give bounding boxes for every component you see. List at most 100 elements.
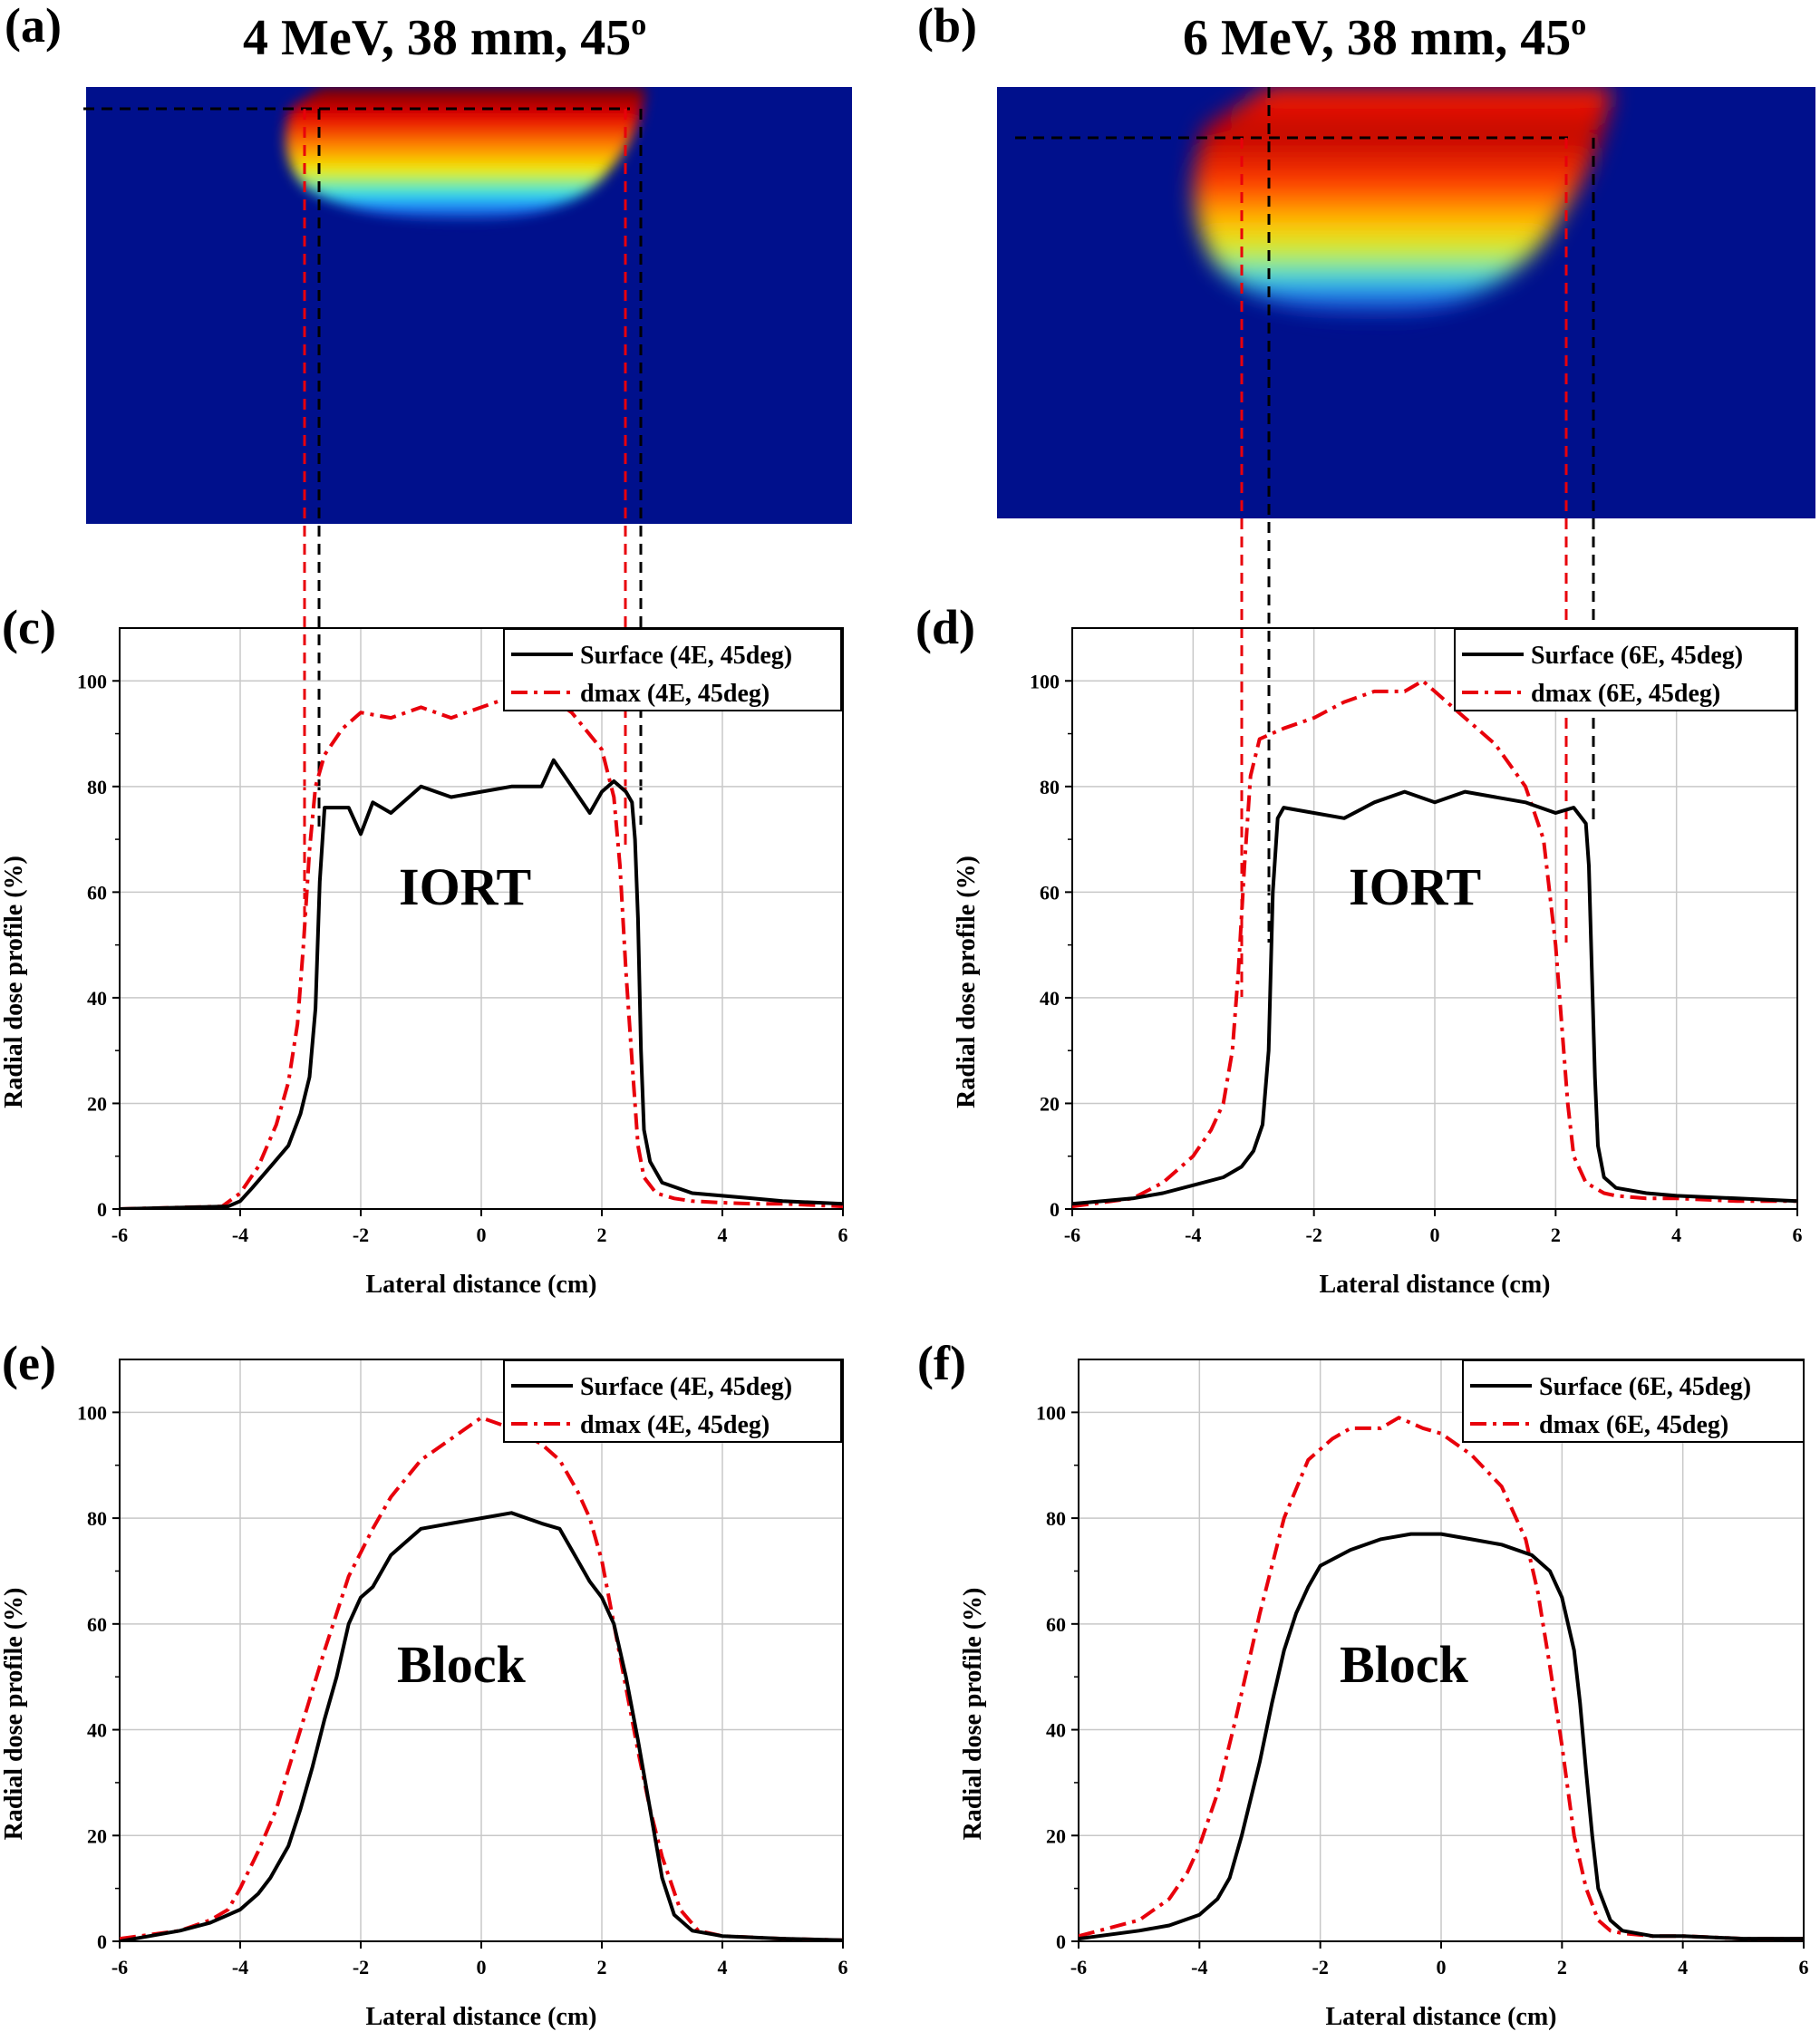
y-tick-label: 60 (87, 881, 107, 904)
x-tick-label: 2 (1551, 1224, 1561, 1246)
series-group (1072, 679, 1797, 1209)
plot-annotation: Block (397, 1635, 527, 1694)
y-tick-label: 80 (87, 1507, 107, 1530)
y-tick-label: 20 (1040, 1092, 1060, 1115)
y-tick-label: 100 (77, 670, 107, 692)
plot-annotation: IORT (1349, 857, 1481, 916)
y-tick-label: 100 (1036, 1401, 1066, 1424)
y-tick-label: 100 (77, 1401, 107, 1424)
plot-annotation: IORT (399, 857, 531, 916)
legend-box (503, 628, 842, 711)
y-tick-label: 60 (1040, 881, 1060, 904)
panel-label-b: (b) (917, 0, 977, 53)
x-tick-label: 2 (1557, 1956, 1567, 1978)
y-tick-label: 40 (87, 1719, 107, 1742)
x-tick-label: 2 (597, 1224, 607, 1246)
y-tick-label: 40 (1040, 987, 1060, 1010)
x-tick-label: -6 (1070, 1956, 1087, 1978)
series-line-surface (1072, 789, 1797, 1206)
x-tick-label: -2 (1306, 1224, 1322, 1246)
x-axis-label: Lateral distance (cm) (1319, 1271, 1550, 1299)
y-tick-label: 20 (87, 1092, 107, 1115)
series-group (120, 689, 843, 1209)
series-line-dmax (120, 689, 843, 1209)
legend-entry: Surface (4E, 45deg) (580, 1373, 792, 1401)
x-tick-label: 6 (1799, 1956, 1809, 1978)
y-tick-label: 0 (97, 1930, 107, 1953)
x-tick-label: 4 (718, 1224, 728, 1246)
panel-label: (c) (2, 600, 56, 654)
legend-box (1454, 628, 1796, 711)
heatmap-panel-b: (b) 6 MeV, 38 mm, 45o (917, 0, 1815, 518)
panel-label: (d) (915, 600, 975, 654)
x-tick-label: 4 (718, 1956, 728, 1978)
legend: Surface (4E, 45deg) dmax (4E, 45deg) (503, 1359, 842, 1443)
legend-entry: dmax (6E, 45deg) (1539, 1411, 1728, 1439)
panel-label-a: (a) (5, 0, 62, 53)
x-tick-label: 0 (477, 1956, 487, 1978)
x-tick-label: 0 (1437, 1956, 1447, 1978)
plot-annotation: Block (1340, 1635, 1469, 1694)
x-tick-label: 0 (1430, 1224, 1440, 1246)
y-tick-label: 0 (97, 1198, 107, 1221)
x-tick-label: -2 (353, 1224, 369, 1246)
series-line-surface (1079, 1532, 1804, 1941)
x-tick-label: 6 (1793, 1224, 1803, 1246)
y-axis-label: Radial dose profile (%) (959, 1588, 987, 1841)
legend: Surface (4E, 45deg) dmax (4E, 45deg) (503, 628, 842, 711)
panel-label: (e) (2, 1336, 56, 1390)
x-tick-label: -2 (1312, 1956, 1329, 1978)
x-tick-label: -6 (1064, 1224, 1080, 1246)
y-axis-label: Radial dose profile (%) (953, 856, 981, 1108)
x-tick-label: 6 (838, 1956, 848, 1978)
y-tick-label: 40 (87, 987, 107, 1010)
x-axis-label: Lateral distance (cm) (365, 1271, 596, 1299)
y-tick-label: 40 (1046, 1719, 1066, 1742)
legend-entry: dmax (6E, 45deg) (1531, 680, 1720, 708)
legend-entry: Surface (4E, 45deg) (580, 642, 792, 670)
legend: Surface (6E, 45deg) dmax (6E, 45deg) (1454, 628, 1796, 711)
x-tick-label: -4 (1191, 1956, 1207, 1978)
heatmap-title-a: 4 MeV, 38 mm, 45o (243, 8, 646, 66)
series-line-dmax (1079, 1416, 1804, 1941)
y-tick-label: 80 (1046, 1507, 1066, 1530)
dose-region-a (286, 87, 645, 222)
x-tick-label: 0 (477, 1224, 487, 1246)
y-tick-label: 0 (1056, 1930, 1066, 1953)
x-tick-label: 2 (597, 1956, 607, 1978)
x-axis-label: Lateral distance (cm) (365, 2003, 596, 2031)
y-axis-label: Radial dose profile (%) (0, 856, 28, 1108)
y-tick-label: 100 (1030, 670, 1060, 692)
y-tick-label: 60 (87, 1613, 107, 1636)
x-tick-label: 6 (838, 1224, 848, 1246)
x-tick-label: -6 (111, 1224, 128, 1246)
y-tick-label: 20 (87, 1824, 107, 1847)
y-axis-label: Radial dose profile (%) (0, 1588, 28, 1841)
series-group (1079, 1416, 1804, 1941)
y-tick-label: 80 (87, 776, 107, 798)
legend-entry: dmax (4E, 45deg) (580, 1411, 770, 1439)
y-tick-label: 80 (1040, 776, 1060, 798)
series-line-surface (120, 758, 843, 1209)
legend: Surface (6E, 45deg) dmax (6E, 45deg) (1462, 1359, 1805, 1443)
series-line-dmax (120, 1416, 843, 1941)
y-tick-label: 60 (1046, 1613, 1066, 1636)
x-tick-label: 4 (1678, 1956, 1688, 1978)
legend-entry: Surface (6E, 45deg) (1539, 1373, 1751, 1401)
y-tick-label: 0 (1050, 1198, 1060, 1221)
x-tick-label: -4 (1185, 1224, 1201, 1246)
x-tick-label: -2 (353, 1956, 369, 1978)
x-tick-label: -6 (111, 1956, 128, 1978)
panel-label: (f) (917, 1336, 966, 1390)
series-group (120, 1416, 843, 1941)
dose-region-b (1194, 87, 1612, 317)
legend-entry: dmax (4E, 45deg) (580, 680, 770, 708)
heatmap-title-b: 6 MeV, 38 mm, 45o (1183, 8, 1586, 66)
y-tick-label: 20 (1046, 1824, 1066, 1847)
legend-entry: Surface (6E, 45deg) (1531, 642, 1743, 670)
